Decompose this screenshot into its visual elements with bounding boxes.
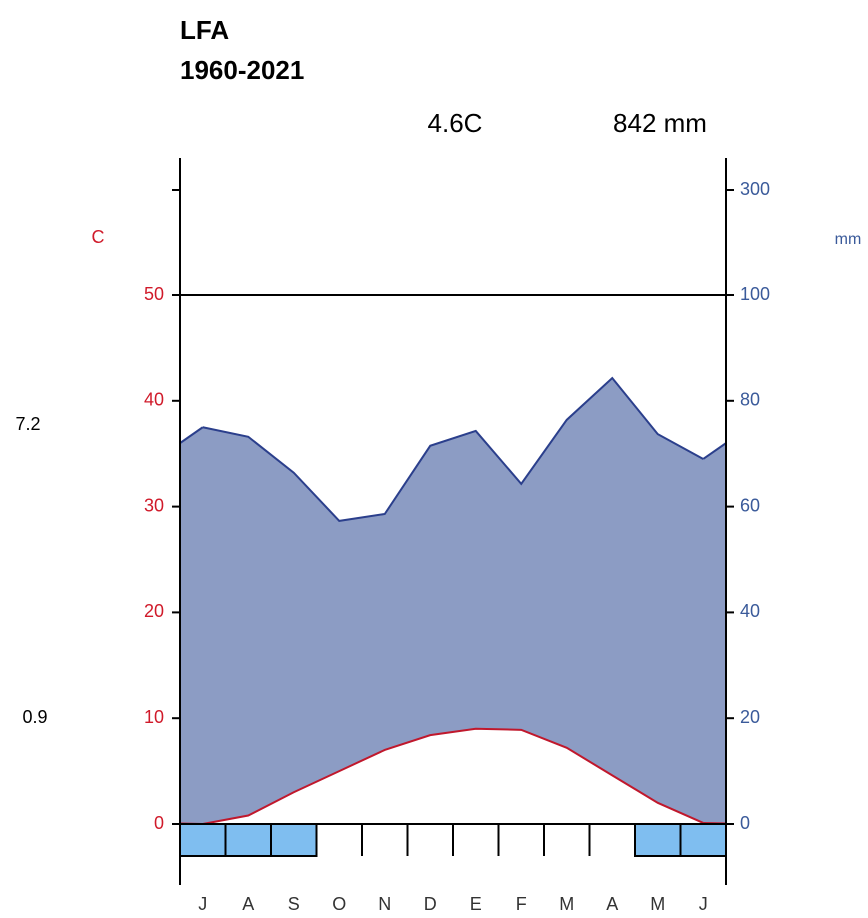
- temperature-line: [202, 727, 704, 825]
- y-tick-label: 40: [144, 390, 164, 410]
- wrap-segment: [702, 442, 727, 460]
- x-tick-label: S: [288, 894, 300, 914]
- annual-precipitation: 842 mm: [613, 108, 707, 138]
- x-tick-label: D: [424, 894, 437, 914]
- frost-box: [224, 823, 272, 857]
- y2-axis-label: mm: [835, 231, 862, 248]
- y-tick-label: 10: [144, 707, 164, 727]
- y2-tick-label: 80: [740, 390, 760, 410]
- frost-box: [634, 823, 682, 857]
- x-tick-label: M: [650, 894, 665, 914]
- precipitation-area: [180, 378, 726, 824]
- x-tick-label: O: [332, 894, 346, 914]
- x-tick-label: A: [606, 894, 618, 914]
- mean-temperature: 4.6C: [428, 108, 483, 138]
- y2-tick-label: 20: [740, 707, 760, 727]
- x-tick-label: M: [559, 894, 574, 914]
- x-tick-label: J: [198, 894, 207, 914]
- wrap-segment: [179, 426, 204, 444]
- y2-tick-label: 40: [740, 601, 760, 621]
- x-tick-label: A: [242, 894, 254, 914]
- chart-title: LFA: [180, 15, 229, 45]
- x-tick-label: J: [699, 894, 708, 914]
- y2-tick-label: 300: [740, 179, 770, 199]
- y2-tick-label: 100: [740, 284, 770, 304]
- y2-tick-label: 60: [740, 495, 760, 515]
- min-label: 0.9: [22, 707, 47, 727]
- y-tick-label: 50: [144, 284, 164, 304]
- x-tick-label: E: [470, 894, 482, 914]
- y-axis-label: C: [92, 227, 105, 247]
- precipitation-line: [202, 376, 704, 522]
- y-tick-label: 30: [144, 495, 164, 515]
- frost-box: [270, 823, 318, 857]
- y-tick-label: 20: [144, 601, 164, 621]
- y-tick-label: 0: [154, 813, 164, 833]
- frost-box: [679, 823, 727, 857]
- temperature-area: [180, 728, 726, 824]
- x-tick-label: F: [516, 894, 527, 914]
- chart-subtitle: 1960-2021: [180, 55, 304, 85]
- frost-box: [179, 823, 227, 857]
- y2-tick-label: 0: [740, 813, 750, 833]
- max-label: 7.2: [15, 414, 40, 434]
- x-tick-label: N: [378, 894, 391, 914]
